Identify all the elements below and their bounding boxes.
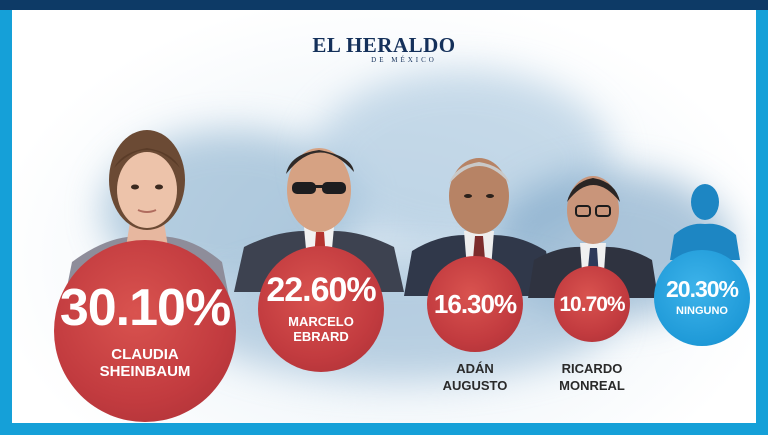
marcelo-name-line1: MARCELO	[288, 314, 354, 330]
ninguno-percentage-circle: 20.30% NINGUNO	[654, 250, 750, 346]
adan-name-line1: ADÁN	[456, 361, 494, 376]
logo-title: EL HERALDO	[312, 33, 456, 57]
adan-name-line2: AUGUSTO	[442, 378, 508, 393]
el-heraldo-logo: EL HERALDO DE MÉXICO	[12, 34, 756, 64]
ricardo-name-line2: MONREAL	[559, 378, 625, 393]
logo-subtitle: DE MÉXICO	[371, 56, 437, 64]
top-bar	[0, 0, 768, 10]
claudia-percentage: 30.10%	[59, 278, 231, 337]
ricardo-name-line1: RICARDO	[561, 361, 623, 376]
marcelo-percentage-circle: 22.60% MARCELO EBRARD	[258, 246, 384, 372]
adan-name: ADÁN AUGUSTO	[415, 360, 535, 394]
ninguno-percentage: 20.30%	[665, 276, 739, 303]
infographic-panel: EL HERALDO DE MÉXICO	[12, 10, 756, 423]
ricardo-percentage-circle: 10.70%	[554, 266, 630, 342]
ricardo-percentage: 10.70%	[559, 292, 625, 316]
claudia-name-line2: SHEINBAUM	[99, 363, 191, 380]
anonymous-person-icon	[670, 184, 740, 260]
marcelo-name-line2: EBRARD	[293, 329, 349, 344]
claudia-percentage-circle: 30.10% CLAUDIA SHEINBAUM	[54, 240, 236, 422]
marcelo-percentage: 22.60%	[266, 271, 376, 310]
ninguno-name: NINGUNO	[676, 305, 728, 318]
adan-percentage-circle: 16.30%	[427, 256, 523, 352]
claudia-name-line1: CLAUDIA	[111, 345, 179, 363]
ricardo-name: RICARDO MONREAL	[532, 360, 652, 394]
adan-percentage: 16.30%	[433, 289, 517, 319]
